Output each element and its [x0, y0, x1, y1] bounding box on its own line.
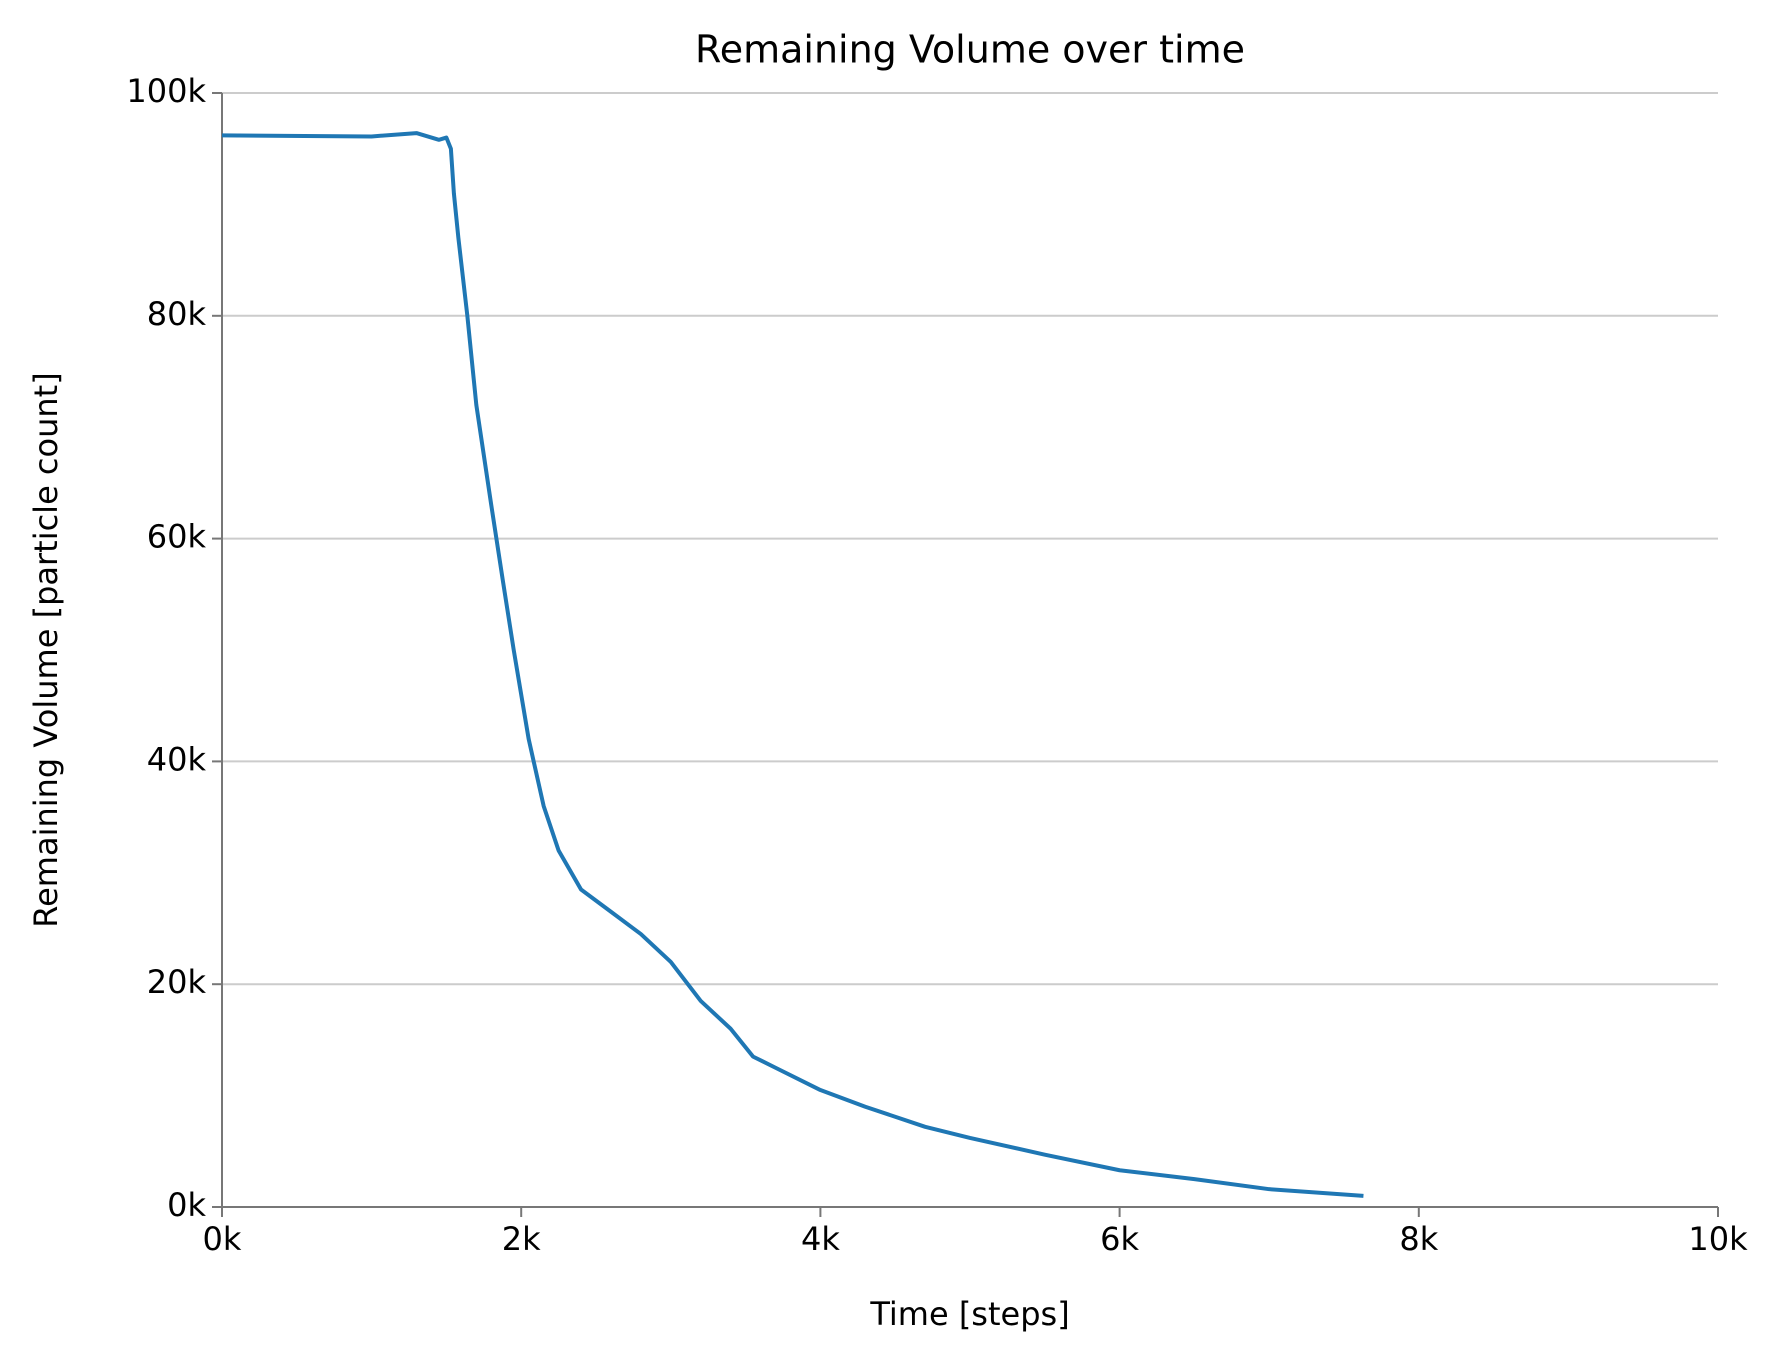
- y-tick-label: 20k: [147, 963, 207, 1001]
- x-tick-label: 4k: [801, 1220, 840, 1258]
- x-tick-label: 2k: [502, 1220, 541, 1258]
- data-line: [221, 131, 1364, 1198]
- y-tick-label: 80k: [147, 295, 207, 333]
- x-tick-label: 0k: [203, 1220, 242, 1258]
- y-axis-label: Remaining Volume [particle count]: [27, 372, 65, 927]
- chart-title: Remaining Volume over time: [695, 28, 1245, 72]
- y-tick-label: 100k: [126, 72, 206, 110]
- x-tick-label: 8k: [1399, 1220, 1438, 1258]
- y-tick-label: 40k: [147, 740, 207, 778]
- x-tick-label: 10k: [1688, 1220, 1748, 1258]
- y-tick-label: 60k: [147, 518, 207, 556]
- y-tick-label: 0k: [167, 1186, 206, 1224]
- x-tick-label: 6k: [1100, 1220, 1139, 1258]
- x-axis-label: Time [steps]: [869, 1295, 1069, 1333]
